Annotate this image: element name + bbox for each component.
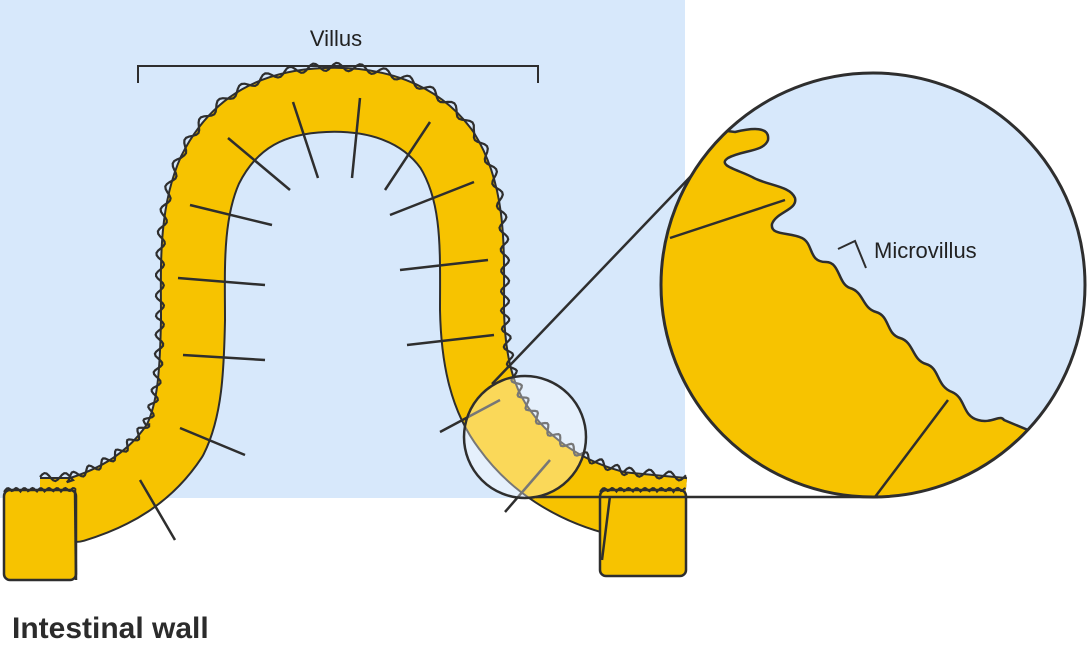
- villus-epithelium: [2, 66, 688, 582]
- microvilli-edge-right-wall: [599, 486, 687, 494]
- cell-boundaries: [73, 97, 612, 581]
- diagram-caption: Intestinal wall: [12, 612, 209, 645]
- villus-label: Villus: [310, 26, 362, 51]
- microvilli-edge: [39, 61, 687, 484]
- microvilli-edge-left-wall: [3, 486, 77, 494]
- villus-bracket: [137, 65, 539, 83]
- magnifier-circle: [462, 374, 588, 500]
- microvillus-bracket: [837, 239, 867, 269]
- brush-border: [3, 61, 687, 494]
- microvillus-label: Microvillus: [874, 238, 977, 263]
- microvillus-zoom-view: [659, 71, 1087, 499]
